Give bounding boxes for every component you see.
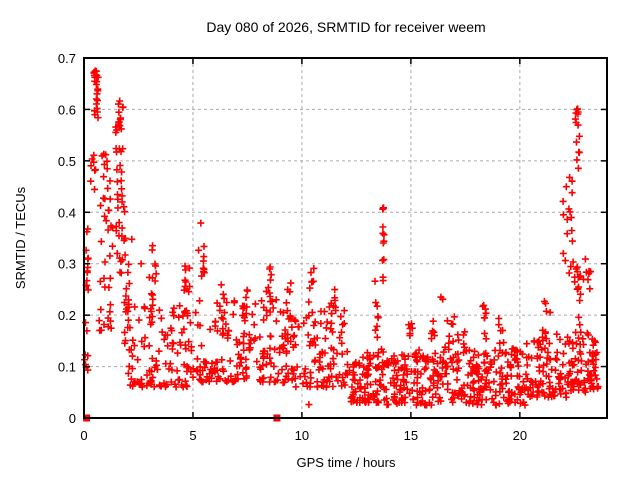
- y-tick-label: 0.7: [58, 51, 76, 66]
- x-tick-label: 0: [80, 428, 87, 443]
- y-tick-label: 0.3: [58, 257, 76, 272]
- srmtid-plus-markers: [81, 67, 602, 409]
- y-tick-label: 0.1: [58, 360, 76, 375]
- y-axis-label: SRMTID / TECUs: [13, 186, 28, 289]
- data-points: [81, 67, 602, 422]
- y-tick-label: 0.6: [58, 102, 76, 117]
- y-tick-label: 0.5: [58, 154, 76, 169]
- x-axis-label: GPS time / hours: [297, 455, 396, 470]
- chart-title: Day 080 of 2026, SRMTID for receiver wee…: [206, 19, 485, 35]
- axes: [83, 57, 608, 419]
- x-tick-label: 20: [513, 428, 527, 443]
- x-tick-label: 10: [295, 428, 309, 443]
- y-tick-label: 0.2: [58, 308, 76, 323]
- y-tick-label: 0.4: [58, 205, 76, 220]
- tick-labels: 0 5 10 15 20 0 0.1 0.2 0.3 0.4 0.5 0.6 0.7: [58, 51, 527, 443]
- y-tick-label: 0: [69, 411, 76, 426]
- x-tick-label: 5: [189, 428, 196, 443]
- plot-border: [83, 57, 608, 419]
- gridlines: [84, 58, 607, 418]
- x-tick-label: 15: [404, 428, 418, 443]
